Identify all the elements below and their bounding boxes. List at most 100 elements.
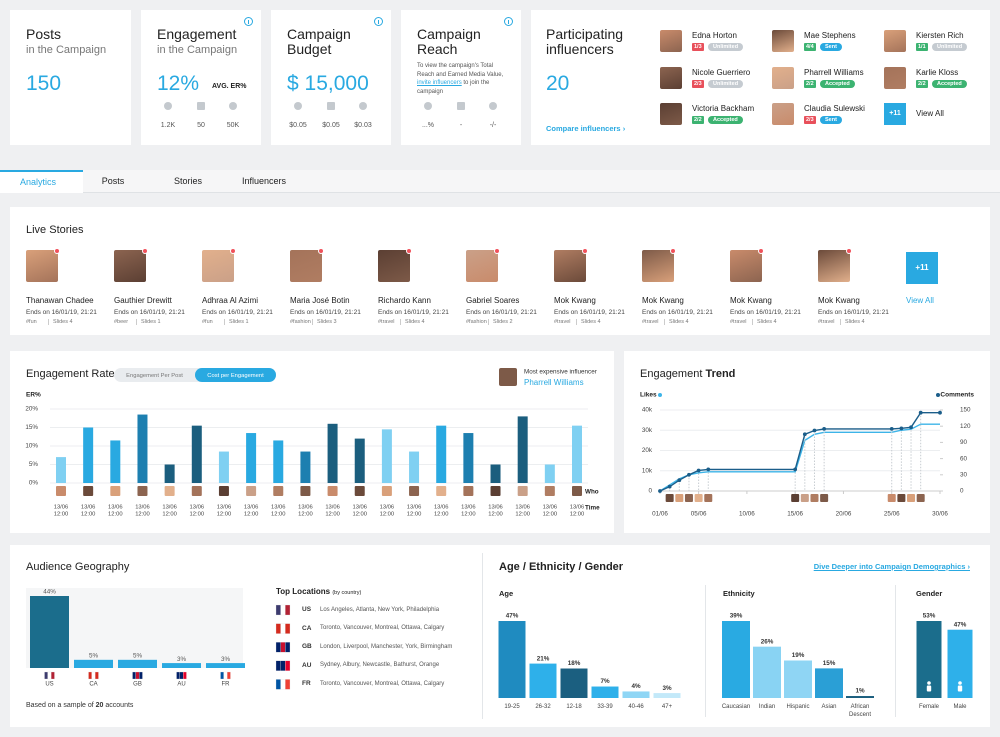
influencer-count: 2/2: [692, 116, 704, 124]
gender-icon-head: [958, 681, 962, 685]
story-ends: Ends on 16/01/19, 21:21: [26, 309, 97, 316]
bar-avatar: [83, 486, 94, 496]
tab[interactable]: Influencers: [241, 176, 287, 186]
bar: [354, 438, 365, 483]
x-tick-time: 12:00: [217, 512, 232, 518]
bar-avatar: [517, 486, 528, 496]
x-tick-label: 10/06: [739, 511, 755, 518]
legend-label: Comments: [940, 392, 974, 399]
info-glyph: [247, 19, 249, 24]
flag-stripe: [285, 604, 291, 616]
x-tick-time: 12:00: [488, 512, 503, 518]
x-tick-time: 12:00: [434, 512, 449, 518]
series-marker: [793, 467, 798, 472]
bar-avatar: [218, 486, 229, 496]
more-influencers[interactable]: +11: [884, 103, 906, 125]
story-ends: Ends on 16/01/19, 21:21: [202, 309, 273, 316]
story-ends: Ends on 16/01/19, 21:21: [642, 309, 713, 316]
card-title-line: Reach: [417, 41, 458, 57]
y-tick-label: 10k: [642, 467, 653, 474]
influencer-status: Accepted: [708, 116, 743, 124]
x-tick-date: 13/06: [162, 505, 177, 511]
flag-stripe: [135, 671, 140, 680]
bar: [572, 425, 582, 483]
bar: [74, 659, 113, 668]
live-stories-panel: Live Stories Thanawan Chadee Ends on 16/01…: [10, 207, 990, 335]
flag-stripe: [183, 671, 187, 680]
view-all[interactable]: View All: [906, 296, 934, 305]
x-tick-date: 13/06: [380, 505, 395, 511]
x-tick-label: Asian: [821, 704, 837, 710]
x-tick-date: 13/06: [108, 505, 123, 511]
story-name: Gabriel Soares: [466, 296, 520, 305]
note-link[interactable]: invite influencers: [417, 80, 462, 86]
flag-stripe: [95, 671, 99, 680]
story-name: Mok Kwang: [818, 296, 860, 305]
x-tick-time: 12:00: [380, 512, 395, 518]
x-tick-date: 13/06: [244, 505, 259, 511]
story-tag: #travel: [554, 319, 571, 325]
view-all[interactable]: View All: [916, 109, 944, 118]
series-marker: [658, 489, 662, 493]
title-regular: Engagement: [640, 368, 702, 380]
influencer-name: Kiersten Rich: [916, 31, 964, 40]
location-cities: Sydney, Albury, Newcastle, Bathurst, Ora…: [320, 662, 440, 669]
bar: [218, 451, 229, 483]
flag-stripe: [280, 660, 286, 671]
influencer-name: Pharrell Williams: [804, 68, 864, 77]
toggle-option[interactable]: Engagement Per Post: [126, 373, 183, 379]
x-tick-date: 13/06: [488, 505, 503, 511]
live-dot: [142, 248, 148, 254]
toggle-option[interactable]: Cost per Engagement: [207, 373, 264, 379]
flag-stripe: [51, 671, 55, 680]
metric-icon: [359, 102, 367, 110]
location-cities: Los Angeles, Atlanta, New York, Philadel…: [320, 606, 440, 613]
bar-avatar: [56, 486, 66, 496]
post-avatar: [694, 494, 703, 502]
avatar: [660, 67, 682, 89]
x-tick-date: 13/06: [135, 505, 150, 511]
story-tag: #beer: [114, 319, 129, 325]
card-title-line: Participating: [546, 26, 624, 42]
series-marker: [677, 478, 682, 483]
story-slides: Slides 4: [48, 319, 73, 325]
flag-stripe: [88, 671, 92, 680]
bar-avatar: [110, 486, 121, 496]
live-dot: [406, 248, 412, 254]
more-stories[interactable]: +11: [906, 252, 938, 284]
y-tick-label: 0%: [29, 480, 39, 487]
top-influencer-name[interactable]: Pharrell Williams: [524, 378, 584, 387]
group-title: Ethnicity: [723, 589, 755, 598]
post-avatar: [820, 494, 829, 502]
post-avatar: [916, 494, 925, 502]
x-tick-time: 12:00: [244, 512, 259, 518]
avatar: [466, 250, 498, 282]
demographics-link[interactable]: Dive Deeper into Campaign Demographics ›: [813, 562, 970, 571]
influencer-name: Claudia Sulewski: [804, 104, 865, 113]
flag-stripe: [285, 679, 291, 690]
x-tick-label: GB: [133, 682, 142, 688]
metric-value: ...%: [421, 122, 435, 129]
tab[interactable]: Stories: [173, 176, 202, 186]
gender-icon-body: [926, 685, 932, 692]
series-marker: [822, 427, 827, 431]
bar-value-label: 1%: [855, 688, 865, 695]
compare-link[interactable]: Compare influencers ›: [546, 124, 626, 133]
story-name: Mok Kwang: [730, 296, 772, 305]
tab[interactable]: Posts: [101, 176, 125, 186]
x-tick-time: 12:00: [271, 512, 286, 518]
sample-count: 20: [95, 702, 104, 709]
story-slides: Slides 1: [224, 319, 249, 325]
avatar: [26, 250, 58, 282]
bar-avatar: [273, 486, 284, 496]
flag-stripe: [275, 660, 281, 671]
post-avatar: [810, 494, 819, 502]
story-ends: Ends on 16/01/19, 21:21: [730, 309, 801, 316]
story-tag: #travel: [818, 319, 835, 325]
avatar: [772, 67, 794, 89]
influencer-count: 4/4: [804, 43, 816, 51]
influencer-count: 2/2: [804, 80, 816, 88]
story-slides: Slides 4: [752, 319, 777, 325]
bar-avatar: [463, 486, 474, 496]
tab[interactable]: Analytics: [0, 170, 83, 193]
